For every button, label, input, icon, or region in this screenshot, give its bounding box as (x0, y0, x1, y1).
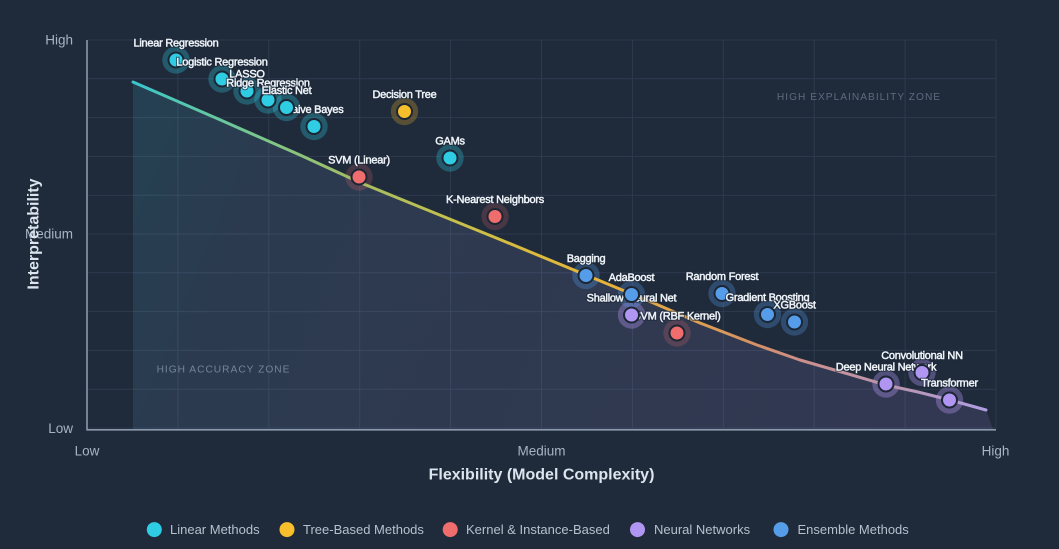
svg-text:Ensemble Methods: Ensemble Methods (798, 522, 910, 537)
svg-text:SVM (Linear): SVM (Linear) (328, 155, 390, 167)
svg-text:High: High (982, 444, 1010, 459)
svg-text:Convolutional NN: Convolutional NN (881, 350, 963, 362)
svg-text:Tree-Based Methods: Tree-Based Methods (303, 522, 424, 537)
svg-text:Logistic Regression: Logistic Regression (176, 57, 267, 69)
svg-text:Naive Bayes: Naive Bayes (284, 104, 344, 116)
svg-text:Gradient Boosting: Gradient Boosting (726, 292, 810, 304)
svg-text:Flexibility (Model Complexity): Flexibility (Model Complexity) (429, 467, 655, 484)
svg-text:Deep Neural Network: Deep Neural Network (836, 362, 937, 374)
svg-text:XGBoost: XGBoost (773, 300, 815, 312)
svg-text:Medium: Medium (517, 444, 565, 459)
svg-text:Logistic Regression: Logistic Regression (176, 57, 267, 69)
svg-text:K-Nearest Neighbors: K-Nearest Neighbors (446, 194, 545, 206)
svg-text:Linear Regression: Linear Regression (133, 38, 218, 50)
svg-text:Decision Tree: Decision Tree (372, 89, 436, 101)
svg-text:Low: Low (48, 421, 73, 436)
svg-text:Transformer: Transformer (921, 378, 978, 390)
svg-text:Ridge Regression: Ridge Regression (226, 78, 310, 90)
svg-text:Decision Tree: Decision Tree (372, 89, 436, 101)
svg-text:AdaBoost: AdaBoost (609, 272, 655, 284)
svg-text:Ridge Regression: Ridge Regression (226, 78, 310, 90)
svg-text:Kernel & Instance-Based: Kernel & Instance-Based (466, 522, 610, 537)
svg-text:Deep Neural Network: Deep Neural Network (836, 362, 937, 374)
svg-text:Bagging: Bagging (567, 253, 606, 265)
svg-text:HIGH ACCURACY ZONE: HIGH ACCURACY ZONE (157, 365, 291, 376)
svg-text:Transformer: Transformer (921, 378, 978, 390)
svg-text:SVM (RBF Kernel): SVM (RBF Kernel) (633, 311, 720, 323)
svg-text:Elastic Net: Elastic Net (262, 85, 312, 97)
svg-text:SVM (RBF Kernel): SVM (RBF Kernel) (633, 311, 720, 323)
svg-text:Medium: Medium (25, 227, 73, 242)
svg-text:Linear Regression: Linear Regression (133, 38, 218, 50)
svg-text:Random Forest: Random Forest (686, 271, 759, 283)
svg-text:XGBoost: XGBoost (773, 300, 815, 312)
svg-text:Low: Low (75, 444, 100, 459)
svg-text:Elastic Net: Elastic Net (262, 85, 312, 97)
svg-text:GAMs: GAMs (435, 136, 465, 148)
svg-text:High: High (45, 33, 73, 48)
svg-text:Linear Methods: Linear Methods (170, 522, 260, 537)
svg-text:LASSO: LASSO (229, 69, 265, 81)
svg-text:LASSO: LASSO (229, 69, 265, 81)
svg-text:Neural Networks: Neural Networks (654, 522, 751, 537)
svg-text:Naive Bayes: Naive Bayes (284, 104, 344, 116)
svg-text:Bagging: Bagging (567, 253, 606, 265)
svg-text:Gradient Boosting: Gradient Boosting (726, 292, 810, 304)
svg-text:HIGH EXPLAINABILITY ZONE: HIGH EXPLAINABILITY ZONE (777, 92, 941, 103)
svg-text:Interpretability: Interpretability (26, 178, 43, 289)
svg-text:Random Forest: Random Forest (686, 271, 759, 283)
svg-text:SVM (Linear): SVM (Linear) (328, 155, 390, 167)
svg-text:AdaBoost: AdaBoost (609, 272, 655, 284)
svg-text:K-Nearest Neighbors: K-Nearest Neighbors (446, 194, 545, 206)
svg-text:GAMs: GAMs (435, 136, 465, 148)
svg-text:Convolutional NN: Convolutional NN (881, 350, 963, 362)
